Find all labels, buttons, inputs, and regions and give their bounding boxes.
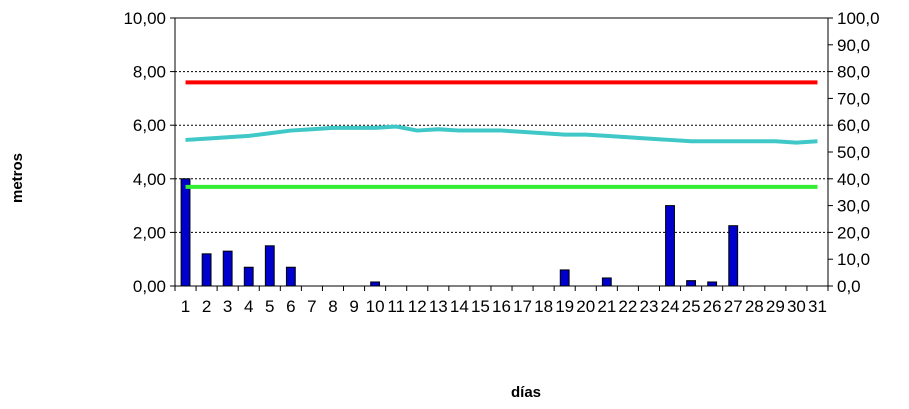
y-tick-label-left: 10,00 <box>123 9 166 28</box>
x-tick-label: 19 <box>555 297 574 316</box>
x-tick-label: 24 <box>661 297 680 316</box>
x-tick-label: 18 <box>534 297 553 316</box>
x-tick-label: 1 <box>181 297 190 316</box>
bar <box>201 253 212 287</box>
bar <box>601 277 612 287</box>
bar <box>222 250 233 287</box>
x-tick-label: 20 <box>576 297 595 316</box>
y-tick-label-right: 100,0 <box>837 9 880 28</box>
y-tick-label-left: 4,00 <box>133 170 166 189</box>
x-tick-label: 31 <box>808 297 827 316</box>
bar <box>180 178 191 287</box>
x-tick-label: 29 <box>766 297 785 316</box>
x-tick-label: 17 <box>513 297 532 316</box>
x-tick-label: 25 <box>682 297 701 316</box>
x-tick-label: 16 <box>492 297 511 316</box>
y-tick-label-left: 2,00 <box>133 223 166 242</box>
x-tick-label: 12 <box>408 297 427 316</box>
y-tick-label-right: 20,0 <box>837 223 870 242</box>
y-tick-label-right: 30,0 <box>837 197 870 216</box>
gridlines <box>175 71 828 233</box>
y-tick-label-right: 0,0 <box>837 277 861 296</box>
line-series-group <box>185 80 818 189</box>
y-axis-label: metros <box>9 153 26 203</box>
bar <box>370 281 381 287</box>
bar <box>243 266 254 287</box>
y-tick-label-left: 8,00 <box>133 63 166 82</box>
x-tick-label: 22 <box>618 297 637 316</box>
x-tick-label: 14 <box>450 297 469 316</box>
series-line <box>185 124 818 145</box>
x-axis-label: días <box>511 384 541 401</box>
x-tick-label: 27 <box>724 297 743 316</box>
x-tick-label: 6 <box>286 297 295 316</box>
x-tick-label: 21 <box>597 297 616 316</box>
y-tick-label-right: 40,0 <box>837 170 870 189</box>
x-tick-label: 9 <box>349 297 358 316</box>
bar <box>559 269 570 287</box>
bar <box>665 205 675 287</box>
x-tick-label: 10 <box>366 297 385 316</box>
bar <box>686 280 697 287</box>
x-tick-label: 30 <box>787 297 806 316</box>
x-tick-label: 28 <box>745 297 764 316</box>
bar <box>707 281 718 287</box>
x-tick-label: 23 <box>639 297 658 316</box>
x-tick-label: 7 <box>307 297 316 316</box>
x-tick-label: 4 <box>244 297 253 316</box>
y-tick-label-left: 6,00 <box>133 116 166 135</box>
x-tick-label: 5 <box>265 297 274 316</box>
y-tick-label-right: 50,0 <box>837 143 870 162</box>
y-tick-label-right: 80,0 <box>837 63 870 82</box>
bar <box>728 225 739 287</box>
x-tick-label: 11 <box>387 297 405 316</box>
bar <box>285 266 296 287</box>
y-tick-label-right: 70,0 <box>837 89 870 108</box>
plot-frame <box>170 17 833 291</box>
y-tick-label-left: 0,00 <box>133 277 166 296</box>
x-tick-label: 3 <box>223 297 232 316</box>
x-tick-label: 8 <box>328 297 337 316</box>
x-tick-label: 26 <box>703 297 722 316</box>
y-tick-label-right: 60,0 <box>837 116 870 135</box>
y-tick-label-right: 10,0 <box>837 250 870 269</box>
y-tick-label-right: 90,0 <box>837 36 870 55</box>
x-tick-label: 13 <box>429 297 448 316</box>
x-tick-label: 2 <box>202 297 211 316</box>
tick-labels: 0,00 2,00 4,00 6,00 8,00 10,00 0,0 10,0 20,0 30,0… <box>123 9 879 316</box>
bar <box>264 245 275 287</box>
x-tick-label: 15 <box>471 297 490 316</box>
